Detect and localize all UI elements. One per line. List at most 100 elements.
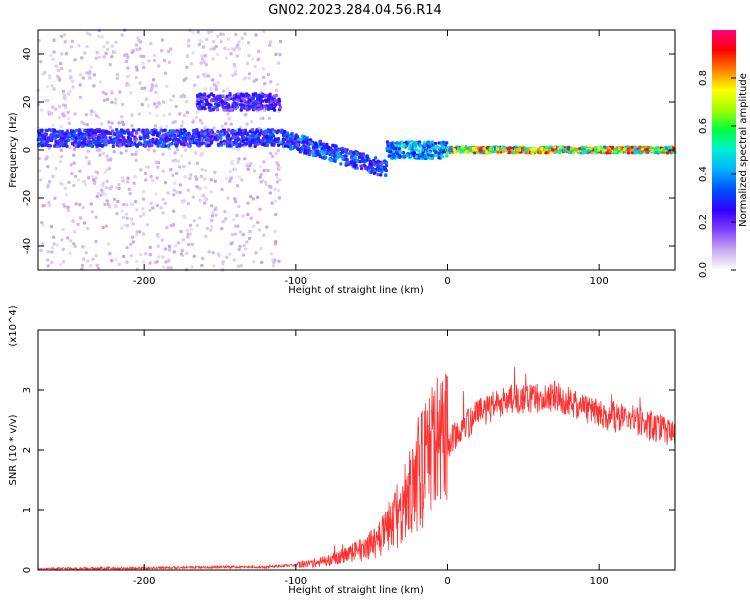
heatmap-cell xyxy=(360,159,364,163)
heatmap-cell xyxy=(355,158,359,163)
heatmap-cell xyxy=(193,133,197,138)
heatmap-cell xyxy=(172,209,176,213)
heatmap-cell xyxy=(266,73,271,77)
heatmap-cell xyxy=(265,225,269,229)
heatmap-cell xyxy=(441,150,445,154)
heatmap-cell xyxy=(337,153,341,157)
heatmap-cell xyxy=(355,152,359,156)
heatmap-cell xyxy=(274,212,278,217)
heatmap-cell xyxy=(157,64,161,68)
heatmap-cell xyxy=(154,84,158,88)
heatmap-cell xyxy=(114,138,118,142)
heatmap-cell xyxy=(47,180,52,184)
heatmap-cell xyxy=(210,214,215,218)
heatmap-cell xyxy=(203,125,207,130)
heatmap-cell xyxy=(188,176,192,180)
heatmap-cell xyxy=(391,150,395,154)
heatmap-cell xyxy=(597,148,601,152)
heatmap-cell xyxy=(98,148,102,152)
heatmap-cell xyxy=(205,37,209,42)
heatmap-cell xyxy=(140,86,144,90)
heatmap-cell xyxy=(219,140,223,144)
heatmap-cell xyxy=(85,71,89,75)
heatmap-cell xyxy=(101,144,105,148)
heatmap-cell xyxy=(50,260,54,264)
heatmap-cell xyxy=(437,152,441,156)
heatmap-cell xyxy=(139,54,143,58)
heatmap-cell xyxy=(226,133,231,137)
heatmap-cell xyxy=(129,201,134,206)
heatmap-cell xyxy=(163,71,168,75)
heatmap-cell xyxy=(212,47,216,51)
heatmap-cell xyxy=(98,143,102,148)
heatmap-cell xyxy=(352,151,356,155)
x-tick-label: 100 xyxy=(590,576,609,587)
heatmap-x-label: Height of straight line (km) xyxy=(288,285,424,296)
heatmap-cell xyxy=(192,219,196,223)
heatmap-cell xyxy=(388,150,393,154)
heatmap-cell xyxy=(101,181,105,185)
heatmap-cell xyxy=(344,161,348,165)
heatmap-cell xyxy=(134,43,139,47)
heatmap-cell xyxy=(433,141,438,146)
heatmap-cell xyxy=(94,215,98,219)
heatmap-cell xyxy=(211,211,215,215)
heatmap-cell xyxy=(176,138,180,142)
heatmap-cell xyxy=(513,150,518,155)
heatmap-cell xyxy=(196,131,201,136)
heatmap-cell xyxy=(262,30,266,34)
heatmap-cell xyxy=(603,145,607,149)
heatmap-cell xyxy=(125,260,129,264)
heatmap-cell xyxy=(237,137,241,141)
heatmap-cell xyxy=(249,162,253,166)
heatmap-cell xyxy=(398,141,402,145)
heatmap-cell xyxy=(184,131,188,135)
heatmap-cell xyxy=(221,261,225,266)
heatmap-cell xyxy=(69,163,73,167)
heatmap-cell xyxy=(204,234,208,238)
heatmap-cell xyxy=(99,138,103,142)
heatmap-cell xyxy=(187,161,192,165)
heatmap-cell xyxy=(134,65,139,69)
heatmap-cell xyxy=(372,162,376,166)
heatmap-cell xyxy=(252,92,256,96)
heatmap-cell xyxy=(50,250,54,254)
y-tick-label: -20 xyxy=(22,190,33,206)
heatmap-cell xyxy=(87,176,91,180)
heatmap-cell xyxy=(181,136,185,140)
heatmap-cell xyxy=(100,188,104,192)
heatmap-cell xyxy=(110,55,114,59)
heatmap-cell xyxy=(164,260,168,264)
heatmap-cell xyxy=(211,57,215,61)
heatmap-cell xyxy=(326,145,331,149)
heatmap-cell xyxy=(54,107,58,111)
heatmap-cell xyxy=(254,99,258,104)
heatmap-cell xyxy=(114,40,118,44)
heatmap-cell xyxy=(162,133,166,137)
heatmap-cell xyxy=(57,68,61,72)
heatmap-cell xyxy=(104,135,108,140)
heatmap-cell xyxy=(89,65,93,69)
heatmap-cell xyxy=(125,223,130,228)
heatmap-cell xyxy=(141,128,145,132)
heatmap-cell xyxy=(151,206,155,210)
heatmap-cell xyxy=(167,60,172,64)
heatmap-cell xyxy=(202,60,206,64)
heatmap-cell xyxy=(119,151,123,155)
heatmap-cell xyxy=(328,157,332,161)
heatmap-cell xyxy=(139,136,143,141)
heatmap-cell xyxy=(242,244,246,248)
heatmap-cell xyxy=(211,108,215,112)
heatmap-cell xyxy=(93,111,97,115)
heatmap-cell xyxy=(114,186,119,190)
heatmap-cell xyxy=(452,148,456,152)
heatmap-cell xyxy=(102,98,107,102)
heatmap-cell xyxy=(130,133,134,138)
heatmap-cell xyxy=(134,137,138,141)
heatmap-cell xyxy=(61,202,66,207)
heatmap-cell xyxy=(271,264,275,268)
heatmap-cell xyxy=(281,137,285,141)
heatmap-cell xyxy=(59,62,63,66)
heatmap-cell xyxy=(137,141,142,145)
heatmap-cell xyxy=(233,135,238,139)
